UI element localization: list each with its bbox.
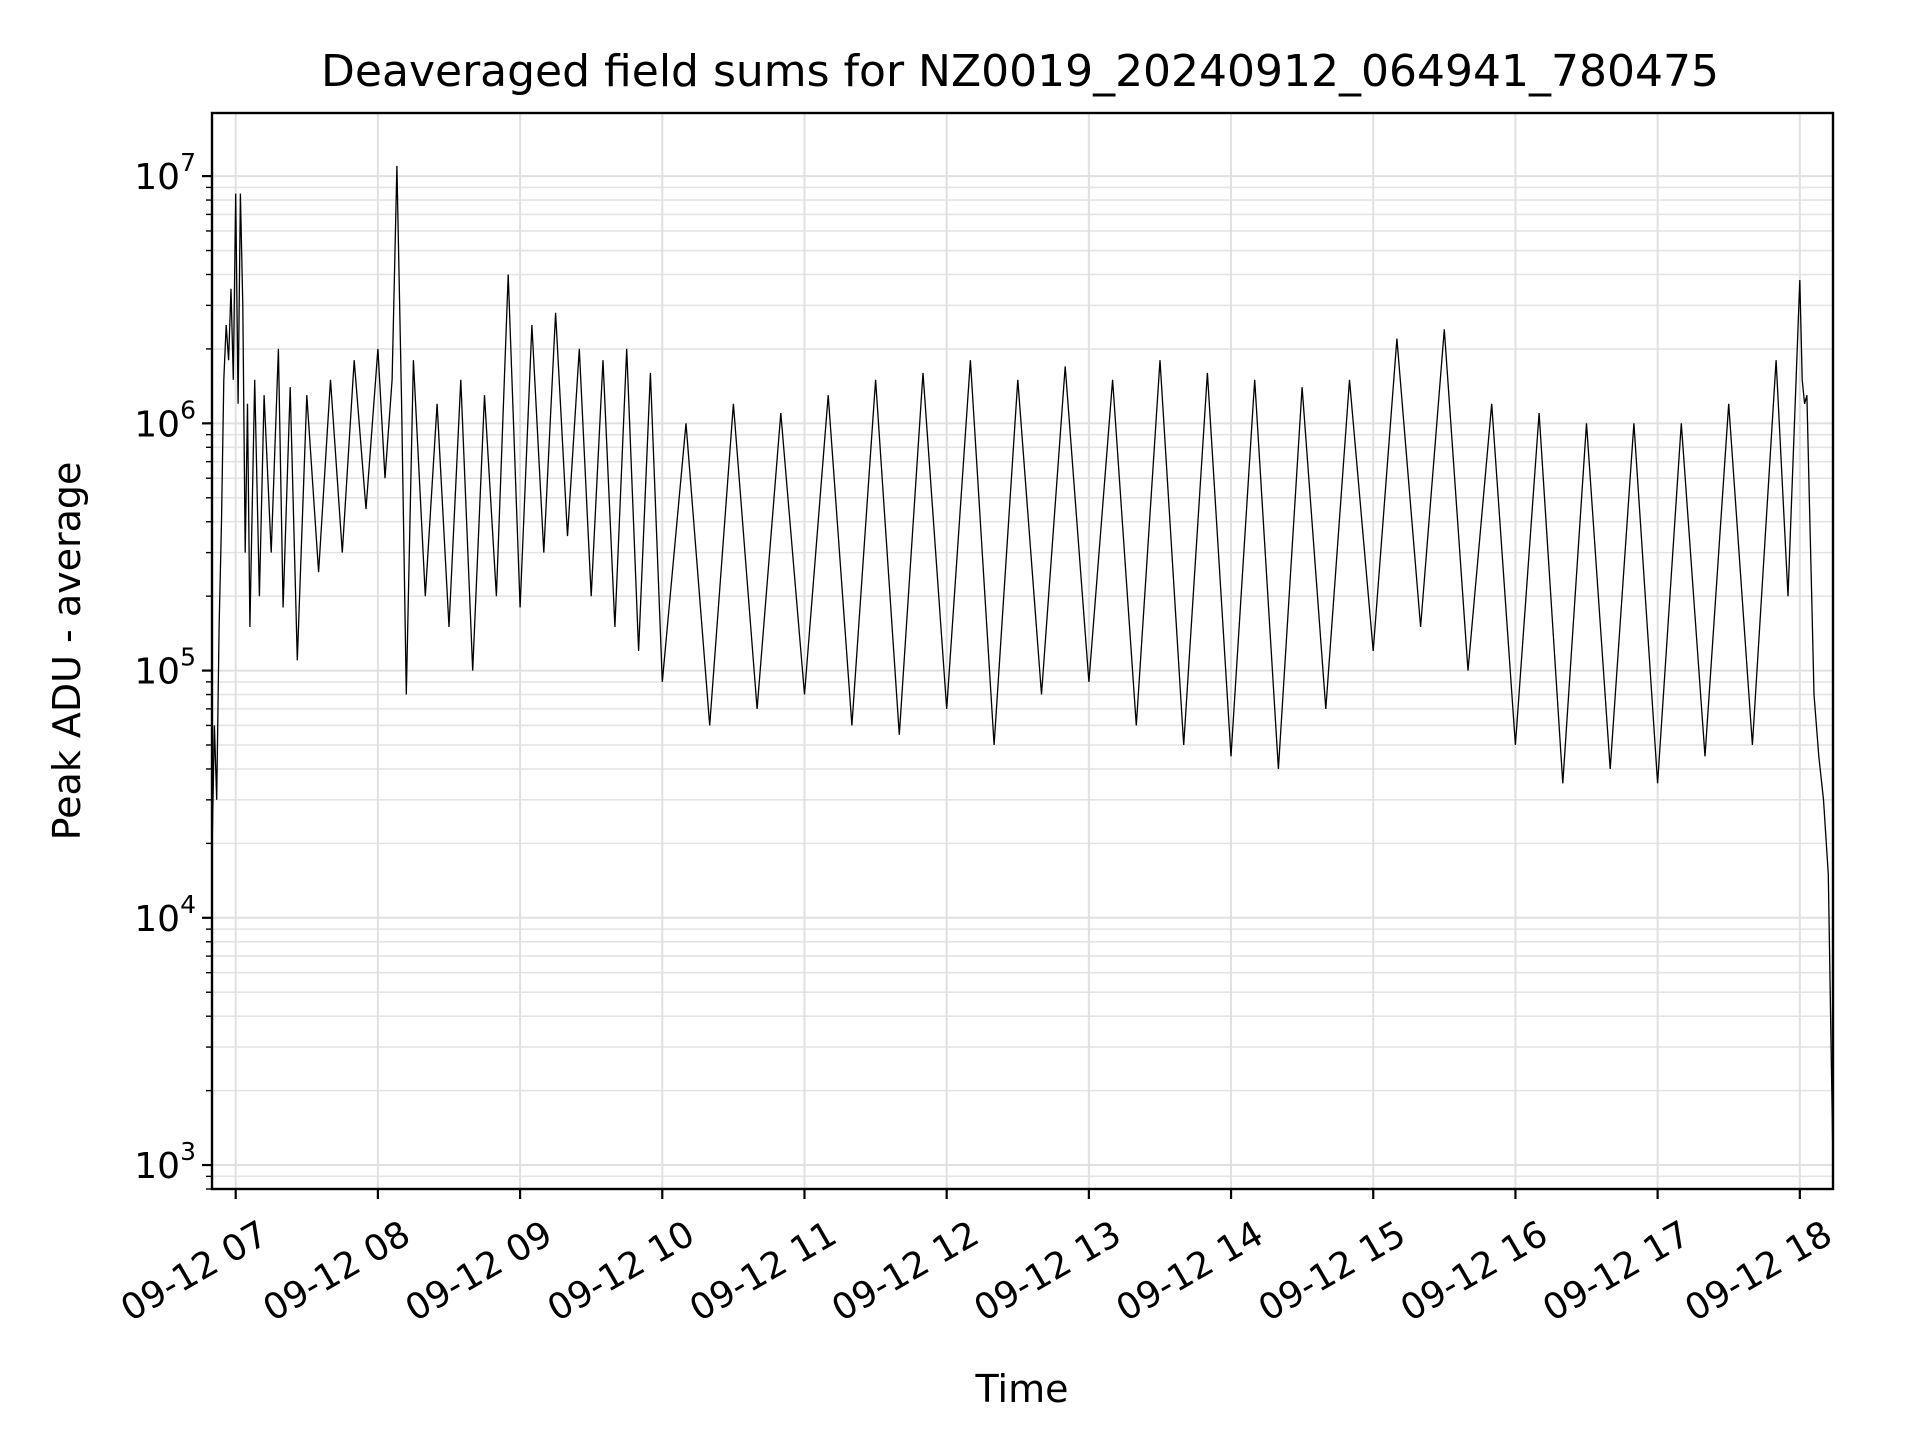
series-line [211, 165, 1834, 1166]
y-tick-base: 10 [134, 1146, 180, 1187]
y-tick-label: 107 [134, 148, 196, 198]
x-tick-label: 09-12 13 [967, 1213, 1128, 1329]
x-tick-label: 09-12 15 [1252, 1213, 1413, 1329]
y-tick-base: 10 [134, 157, 180, 198]
x-tick-label: 09-12 17 [1536, 1213, 1697, 1329]
y-tick-base: 10 [134, 652, 180, 693]
y-tick-exponent: 5 [180, 643, 196, 672]
y-tick-label: 104 [134, 890, 196, 940]
data-layer [211, 165, 1834, 1166]
y-tick-base: 10 [134, 404, 180, 445]
y-tick-label: 105 [134, 643, 196, 693]
plot-area [210, 111, 1835, 1191]
chart-title: Deaveraged field sums for NZ0019_2024091… [321, 46, 1719, 97]
x-tick-label: 09-12 11 [683, 1213, 844, 1329]
x-axis-label: Time [975, 1367, 1069, 1411]
x-tick-label: 09-12 12 [825, 1213, 986, 1329]
x-tick-label: 09-12 09 [399, 1213, 560, 1329]
y-tick-exponent: 6 [180, 395, 196, 424]
x-tick-label: 09-12 14 [1110, 1213, 1271, 1329]
y-tick-label: 103 [134, 1137, 196, 1187]
x-tick-label: 09-12 16 [1394, 1213, 1555, 1329]
x-tick-label: 09-12 18 [1678, 1213, 1839, 1329]
x-tick-label: 09-12 07 [114, 1213, 275, 1329]
y-tick-exponent: 7 [180, 148, 196, 177]
y-tick-exponent: 4 [180, 890, 196, 919]
y-axis-label: Peak ADU - average [45, 462, 89, 841]
x-tick-label: 09-12 10 [541, 1213, 702, 1329]
y-tick-base: 10 [134, 899, 180, 940]
minor-grid [212, 186, 1833, 1190]
y-tick-exponent: 3 [180, 1137, 196, 1166]
plot-frame [210, 111, 1835, 1191]
x-tick-label: 09-12 08 [257, 1213, 418, 1329]
y-tick-label: 106 [134, 395, 196, 445]
major-grid [212, 113, 1833, 1189]
